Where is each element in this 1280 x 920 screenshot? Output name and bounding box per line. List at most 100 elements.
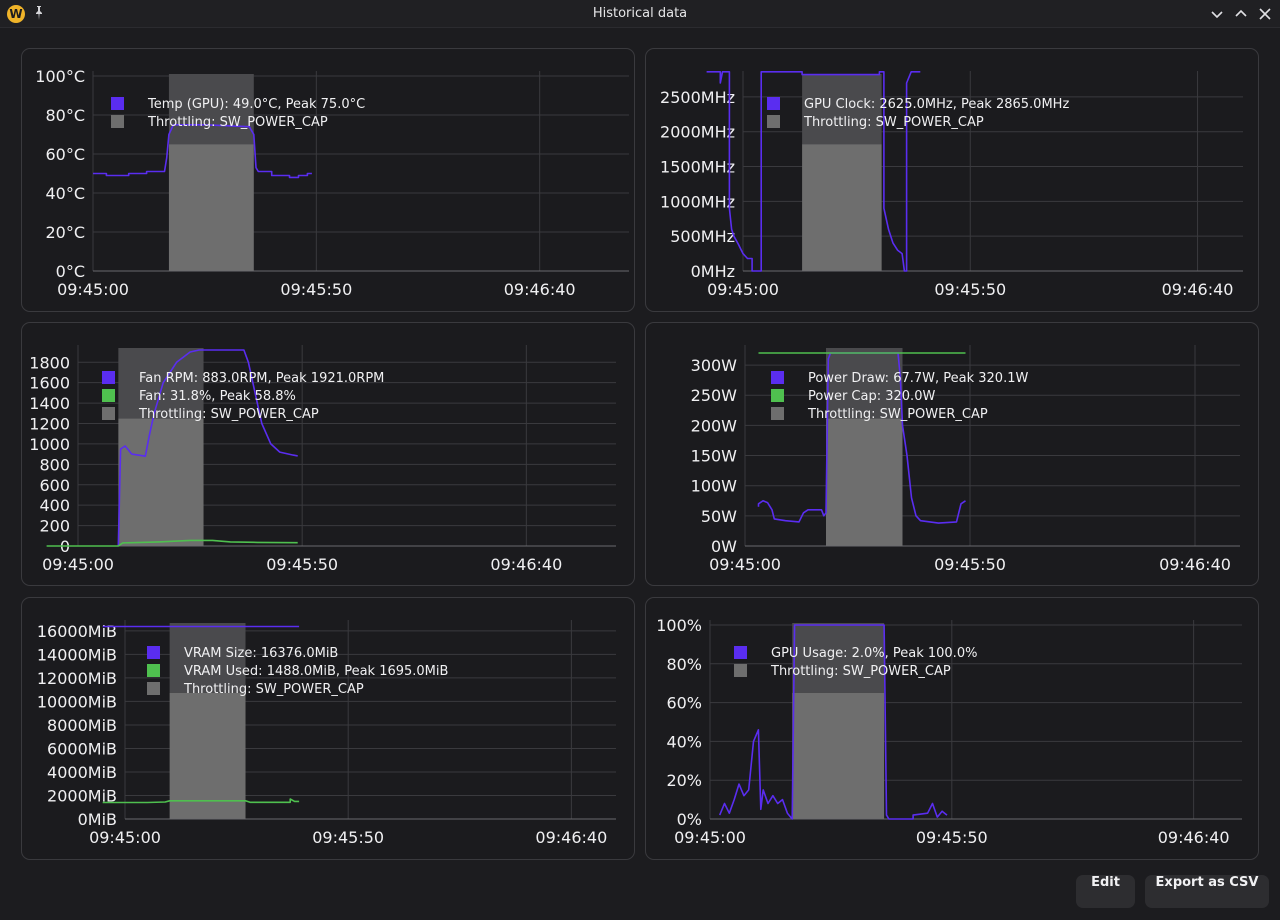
legend-swatch-purple [111, 97, 124, 110]
y-tick-label: 8000MiB [47, 716, 117, 735]
maximize-chevron-up-icon[interactable] [1231, 4, 1251, 24]
legend-swatch-gray [771, 407, 784, 420]
y-tick-label: 600 [39, 476, 70, 495]
y-tick-label: 14000MiB [37, 645, 117, 664]
y-tick-label: 4000MiB [47, 763, 117, 782]
fan-chart: 02004006008001000120014001600180009:45:0… [29, 345, 616, 574]
x-tick-label: 09:46:40 [1158, 828, 1230, 847]
export-csv-button[interactable]: Export as CSV [1145, 875, 1269, 908]
series-line-green [46, 539, 298, 547]
y-tick-label: 12000MiB [37, 669, 117, 688]
pin-icon[interactable] [32, 5, 46, 21]
throttle-region-top [169, 623, 246, 693]
y-tick-label: 10000MiB [37, 692, 117, 711]
x-tick-label: 09:45:00 [709, 555, 781, 574]
minimize-chevron-down-icon[interactable] [1207, 4, 1227, 24]
throttle-region-top [792, 623, 885, 693]
throttle-region [802, 144, 882, 271]
x-tick-label: 09:46:40 [1162, 280, 1234, 299]
legend-swatch-gray [147, 682, 160, 695]
legend-label: Throttling: SW_POWER_CAP [770, 664, 951, 679]
usage-chart-panel: 0% 20% 40% 60% 80% 100% 09:45:00 09:45:50 09:46:… [645, 597, 1259, 860]
x-tick-label: 09:45:50 [266, 555, 338, 574]
y-tick-label: 80% [666, 655, 702, 674]
y-tick-label: 1500MHz [660, 158, 735, 177]
legend-label: Throttling: SW_POWER_CAP [807, 407, 988, 422]
y-tick-label: 50W [701, 507, 737, 526]
x-tick-label: 09:45:00 [674, 828, 746, 847]
legend-label: Throttling: SW_POWER_CAP [138, 407, 319, 422]
throttle-region [118, 418, 204, 546]
clock-chart: 0MHz 500MHz 1000MHz 1500MHz 2000MHz 2500MHz 09… [660, 71, 1243, 299]
y-tick-label: 1400 [29, 394, 70, 413]
y-tick-label: 6000MiB [47, 739, 117, 758]
legend-label: Throttling: SW_POWER_CAP [183, 682, 364, 697]
x-tick-label: 09:45:50 [312, 828, 384, 847]
x-tick-label: 09:46:40 [535, 828, 607, 847]
legend-swatch-green [102, 389, 115, 402]
legend-label: Fan RPM: 883.0RPM, Peak 1921.0RPM [139, 371, 384, 386]
y-tick-label: 100W [691, 477, 738, 496]
y-tick-label: 100°C [35, 67, 85, 86]
title-bar: W Historical data [0, 0, 1280, 28]
legend-label: VRAM Used: 1488.0MiB, Peak 1695.0MiB [184, 664, 448, 679]
x-tick-label: 09:45:50 [934, 555, 1006, 574]
y-tick-label: 0MiB [78, 810, 117, 829]
y-tick-label: 200 [39, 517, 70, 536]
close-icon[interactable] [1255, 4, 1275, 24]
y-tick-label: 500MHz [670, 227, 735, 246]
legend-swatch-gray [734, 664, 747, 677]
y-tick-label: 40°C [45, 184, 85, 203]
y-tick-label: 2000MiB [47, 786, 117, 805]
x-tick-label: 09:46:40 [490, 555, 562, 574]
series-line-purple [117, 349, 298, 547]
y-tick-label: 20°C [45, 223, 85, 242]
y-tick-label: 300W [691, 356, 738, 375]
x-tick-label: 09:46:40 [1159, 555, 1231, 574]
vram-chart-panel: 0MiB 2000MiB 4000MiB 6000MiB 8000MiB 10000MiB… [21, 597, 635, 860]
y-tick-label: 60°C [45, 145, 85, 164]
x-tick-label: 09:45:50 [280, 280, 352, 299]
y-tick-label: 0W [711, 537, 737, 556]
legend-label: Fan: 31.8%, Peak 58.8% [139, 389, 296, 404]
legend-swatch-gray [102, 407, 115, 420]
legend-swatch-purple [102, 371, 115, 384]
throttle-region [168, 144, 254, 271]
throttle-region [792, 692, 885, 819]
legend-label: Temp (GPU): 49.0°C, Peak 75.0°C [147, 97, 365, 112]
series-line-purple [706, 71, 921, 272]
y-tick-label: 2000MHz [660, 123, 735, 142]
throttle-region-top [802, 74, 882, 145]
y-tick-label: 1000 [29, 435, 70, 454]
y-tick-label: 80°C [45, 106, 85, 125]
x-tick-label: 09:45:00 [57, 280, 129, 299]
edit-button[interactable]: Edit [1076, 875, 1135, 908]
legend-swatch-purple [767, 97, 780, 110]
vram-chart: 0MiB 2000MiB 4000MiB 6000MiB 8000MiB 10000MiB… [37, 620, 616, 847]
y-tick-label: 400 [39, 496, 70, 515]
legend-label: GPU Usage: 2.0%, Peak 100.0% [771, 646, 977, 661]
temp-chart: 0°C 20°C 40°C 60°C 80°C 100°C 09:45:00 09:45:50… [35, 67, 629, 299]
x-tick-label: 09:45:50 [916, 828, 988, 847]
legend-label: Throttling: SW_POWER_CAP [147, 115, 328, 130]
throttle-region-top [168, 74, 254, 145]
y-tick-label: 16000MiB [37, 622, 117, 641]
legend-label: Power Cap: 320.0W [808, 389, 935, 404]
y-tick-label: 2500MHz [660, 88, 735, 107]
x-tick-label: 09:45:00 [707, 280, 779, 299]
throttle-region [826, 418, 903, 546]
legend-label: GPU Clock: 2625.0MHz, Peak 2865.0MHz [804, 97, 1069, 112]
power-chart-panel: 0W 50W 100W 150W 200W 250W 300W 09:45:00 09:45:5… [645, 322, 1259, 586]
series-line-purple [718, 624, 948, 820]
legend-swatch-purple [147, 646, 160, 659]
usage-chart: 0% 20% 40% 60% 80% 100% 09:45:00 09:45:50 09:46:… [656, 616, 1242, 847]
window-title: Historical data [592, 6, 688, 21]
y-tick-label: 1000MHz [660, 192, 735, 211]
legend-swatch-gray [111, 115, 124, 128]
power-chart: 0W 50W 100W 150W 200W 250W 300W 09:45:00 09:45:5… [691, 345, 1240, 574]
y-tick-label: 0% [677, 810, 702, 829]
x-tick-label: 09:45:00 [89, 828, 161, 847]
legend-label: Power Draw: 67.7W, Peak 320.1W [808, 371, 1028, 386]
y-tick-label: 200W [691, 416, 738, 435]
y-tick-label: 1800 [29, 353, 70, 372]
